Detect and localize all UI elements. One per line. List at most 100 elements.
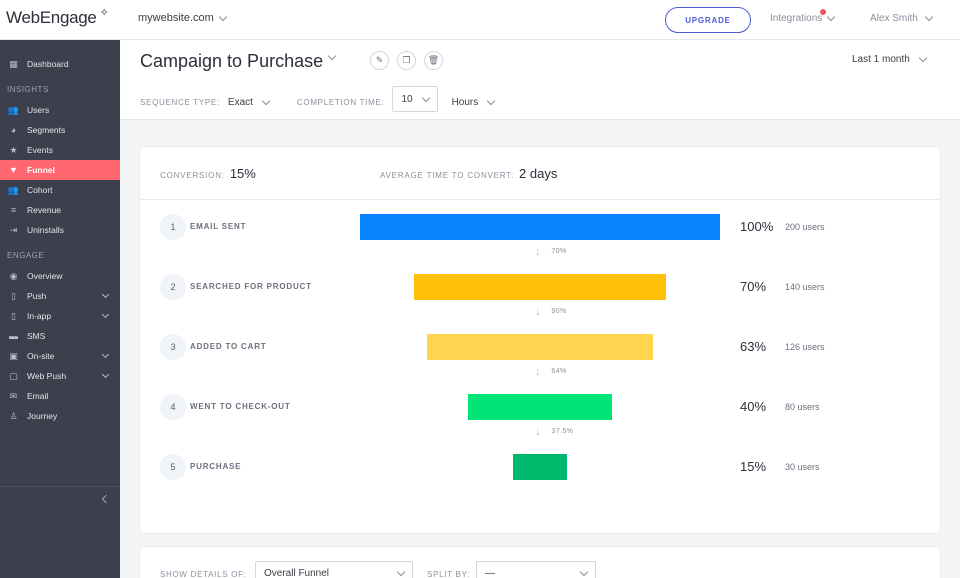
- sidebar-item-sms[interactable]: ▬ SMS: [0, 326, 120, 346]
- funnel-bar[interactable]: [468, 394, 612, 420]
- sequence-type-select[interactable]: Exact: [227, 96, 271, 108]
- star-icon: ★: [9, 144, 18, 155]
- sidebar-item-segments[interactable]: ◕ Segments: [0, 120, 120, 140]
- site-selector[interactable]: mywebsite.com: [138, 12, 228, 24]
- user-menu[interactable]: Alex Smith: [870, 12, 934, 24]
- upgrade-button[interactable]: UPGRADE: [665, 7, 751, 33]
- edit-icon[interactable]: ✎: [370, 51, 389, 70]
- uninstall-icon: ⇥: [9, 224, 18, 235]
- completion-unit-select[interactable]: Hours: [451, 96, 496, 108]
- chevron-down-icon: [421, 93, 430, 102]
- sidebar-item-push[interactable]: ▯ Push: [0, 286, 120, 306]
- sidebar-item-in-app[interactable]: ▯ In-app: [0, 306, 120, 326]
- sidebar-item-label: Overview: [27, 271, 63, 281]
- chevron-down-icon: [924, 12, 934, 22]
- sidebar-item-overview[interactable]: ◉ Overview: [0, 266, 120, 286]
- sidebar-item-label: Funnel: [27, 165, 55, 175]
- step-label: EMAIL SENT: [190, 222, 247, 231]
- sidebar-item-journey[interactable]: ♙ Journey: [0, 406, 120, 426]
- step-label: WENT TO CHECK-OUT: [190, 402, 291, 411]
- sidebar-item-label: Push: [27, 291, 47, 301]
- web-push-icon: ▢: [9, 370, 18, 381]
- push-icon: ▯: [11, 290, 16, 301]
- step-label: ADDED TO CART: [190, 342, 267, 351]
- logo-mark-icon: ✧: [99, 7, 109, 19]
- split-by-label: SPLIT BY:: [427, 570, 471, 578]
- sidebar-item-email[interactable]: ✉ Email: [0, 386, 120, 406]
- sidebar-item-label: Dashboard: [27, 59, 69, 69]
- step-users: 140 users: [785, 282, 825, 292]
- date-range-value: Last 1 month: [852, 54, 910, 65]
- chevron-down-icon: [101, 350, 110, 359]
- drop-rate: 90%: [551, 307, 567, 315]
- page-title: Campaign to Purchase: [140, 51, 324, 71]
- funnel-bar[interactable]: [513, 454, 567, 480]
- mail-icon: ✉: [9, 390, 18, 401]
- chevron-down-icon: [396, 567, 406, 576]
- split-by-select[interactable]: —: [476, 561, 596, 578]
- collapse-sidebar-icon[interactable]: [101, 494, 111, 504]
- date-range-select[interactable]: Last 1 month: [852, 53, 928, 65]
- dashboard-icon: ▦: [9, 58, 18, 69]
- step-users: 200 users: [785, 222, 825, 232]
- chevron-down-icon: [918, 53, 928, 63]
- completion-time-value: 10: [401, 93, 413, 105]
- sidebar-item-label: Email: [27, 391, 49, 401]
- journey-icon: ♙: [9, 410, 18, 421]
- sidebar-item-revenue[interactable]: ≡ Revenue: [0, 200, 120, 220]
- sidebar-item-events[interactable]: ★ Events: [0, 140, 120, 160]
- step-number: 3: [160, 334, 186, 360]
- sidebar-item-uninstalls[interactable]: ⇥ Uninstalls: [0, 220, 120, 240]
- mobile-icon: ▯: [11, 310, 16, 321]
- browser-icon: ▣: [9, 350, 18, 361]
- funnel-bar[interactable]: [426, 334, 654, 360]
- page-header: Campaign to Purchase ✎ ❐ 🗑 Last 1 month …: [120, 40, 960, 120]
- title-chevron-down-icon[interactable]: [327, 51, 337, 61]
- sidebar-divider: [0, 486, 120, 487]
- chevron-down-icon: [101, 370, 110, 379]
- drop-rate: 37.5%: [551, 427, 574, 435]
- show-details-select[interactable]: Overall Funnel: [255, 561, 413, 578]
- arrow-down-icon: ↓: [535, 424, 542, 438]
- sidebar-item-cohort[interactable]: 👥 Cohort: [0, 180, 120, 200]
- sequence-type-value: Exact: [227, 97, 253, 108]
- step-users: 80 users: [785, 402, 820, 412]
- avg-time-label: AVERAGE TIME TO CONVERT:: [380, 171, 515, 180]
- sidebar-item-funnel[interactable]: ▼ Funnel: [0, 160, 120, 180]
- copy-icon[interactable]: ❐: [397, 51, 416, 70]
- top-bar: WebEngage ✧ mywebsite.com UPGRADE Integra…: [0, 0, 960, 40]
- step-label: PURCHASE: [190, 462, 242, 471]
- details-card: SHOW DETAILS OF: Overall Funnel SPLIT BY…: [140, 547, 940, 578]
- site-name: mywebsite.com: [138, 12, 214, 24]
- sidebar-item-label: Journey: [27, 411, 58, 421]
- completion-unit-value: Hours: [451, 97, 479, 108]
- split-by-value: —: [485, 567, 495, 578]
- funnel-bar[interactable]: [360, 214, 720, 240]
- sidebar-item-users[interactable]: 👥 Users: [0, 100, 120, 120]
- step-conversion-rate: ↓ 37.5%: [535, 424, 573, 438]
- step-number: 5: [160, 454, 186, 480]
- chevron-down-icon: [101, 290, 110, 299]
- sidebar-item-web-push[interactable]: ▢ Web Push: [0, 366, 120, 386]
- user-name: Alex Smith: [870, 13, 918, 24]
- conversion-kpi: CONVERSION: 15%: [160, 166, 256, 181]
- step-number: 4: [160, 394, 186, 420]
- integrations-menu[interactable]: Integrations: [770, 12, 836, 24]
- step-percentage: 40%: [740, 399, 767, 414]
- completion-time-group: 10 Hours: [392, 86, 496, 112]
- chevron-down-icon: [218, 12, 228, 21]
- chevron-down-icon: [579, 567, 589, 576]
- step-label: SEARCHED FOR PRODUCT: [190, 282, 312, 291]
- sidebar-item-dashboard[interactable]: ▦ Dashboard: [0, 54, 120, 74]
- funnel-bar[interactable]: [414, 274, 666, 300]
- delete-icon[interactable]: 🗑: [424, 51, 443, 70]
- users-icon: 👥: [7, 104, 20, 115]
- arrow-down-icon: ↓: [535, 244, 542, 258]
- sidebar-item-on-site[interactable]: ▣ On-site: [0, 346, 120, 366]
- sidebar-item-label: Uninstalls: [27, 225, 64, 235]
- logo[interactable]: WebEngage ✧: [6, 7, 109, 28]
- sidebar-item-label: Revenue: [27, 205, 62, 215]
- completion-time-input[interactable]: 10: [392, 86, 438, 112]
- funnel-icon: ▼: [9, 165, 18, 175]
- sidebar-item-label: Segments: [27, 125, 66, 135]
